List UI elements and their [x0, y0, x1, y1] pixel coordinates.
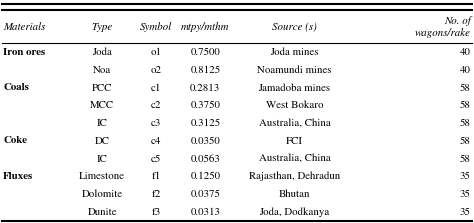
Text: Dunite: Dunite	[87, 207, 117, 217]
Text: 0.0375: 0.0375	[191, 189, 220, 199]
Text: 40: 40	[460, 47, 471, 57]
Text: f3: f3	[151, 207, 161, 217]
Text: Source (s): Source (s)	[272, 22, 317, 32]
Text: 58: 58	[460, 83, 471, 93]
Text: Coals: Coals	[3, 83, 29, 92]
Text: Fluxes: Fluxes	[3, 172, 34, 181]
Text: Australia, China: Australia, China	[259, 154, 330, 163]
Text: 58: 58	[460, 136, 471, 146]
Text: c5: c5	[151, 154, 161, 163]
Text: c1: c1	[151, 83, 161, 93]
Text: Australia, China: Australia, China	[259, 118, 330, 128]
Text: Iron ores: Iron ores	[3, 48, 46, 57]
Text: 0.3125: 0.3125	[190, 118, 220, 128]
Text: Joda mines: Joda mines	[270, 47, 319, 57]
Text: 40: 40	[460, 65, 471, 75]
Text: PCC: PCC	[92, 83, 112, 93]
Text: Coke: Coke	[3, 136, 27, 145]
Text: Jamadoba mines: Jamadoba mines	[258, 83, 330, 93]
Text: 35: 35	[460, 172, 471, 181]
Text: 58: 58	[460, 118, 471, 128]
Text: Type: Type	[91, 22, 113, 32]
Text: c3: c3	[151, 118, 161, 128]
Text: 35: 35	[460, 189, 471, 199]
Text: o2: o2	[150, 65, 162, 75]
Text: 0.7500: 0.7500	[191, 47, 220, 57]
Text: Limestone: Limestone	[79, 172, 125, 181]
Text: Noamundi mines: Noamundi mines	[257, 65, 332, 75]
Text: 0.3750: 0.3750	[191, 101, 220, 110]
Text: Rajasthan, Dehradun: Rajasthan, Dehradun	[249, 172, 340, 181]
Text: f2: f2	[151, 189, 161, 199]
Text: 58: 58	[460, 154, 471, 163]
Text: Symbol: Symbol	[140, 22, 172, 32]
Text: 58: 58	[460, 101, 471, 110]
Text: Joda, Dodkanya: Joda, Dodkanya	[259, 207, 329, 217]
Text: 35: 35	[460, 207, 471, 217]
Text: DC: DC	[95, 136, 109, 146]
Text: 0.8125: 0.8125	[190, 65, 220, 75]
Text: MCC: MCC	[90, 101, 114, 110]
Text: No. of
wagons/rake: No. of wagons/rake	[415, 16, 471, 37]
Text: 0.0313: 0.0313	[191, 207, 220, 217]
Text: Bhutan: Bhutan	[279, 189, 310, 199]
Text: 0.2813: 0.2813	[190, 83, 220, 93]
Text: West Bokaro: West Bokaro	[266, 101, 323, 110]
Text: Noa: Noa	[93, 65, 111, 75]
Text: 0.0350: 0.0350	[191, 136, 220, 146]
Text: IC: IC	[97, 118, 108, 128]
Text: FCI: FCI	[286, 136, 303, 146]
Text: IC: IC	[97, 154, 108, 163]
Text: mtpy/mthm: mtpy/mthm	[181, 22, 229, 32]
Text: c4: c4	[151, 136, 161, 146]
Text: 0.0563: 0.0563	[191, 154, 220, 163]
Text: 0.1250: 0.1250	[191, 172, 220, 181]
Text: c2: c2	[151, 101, 161, 110]
Text: Joda: Joda	[92, 47, 112, 57]
Text: f1: f1	[151, 172, 161, 181]
Text: Dolomite: Dolomite	[82, 189, 123, 199]
Text: Materials: Materials	[3, 22, 46, 32]
Text: o1: o1	[151, 47, 162, 57]
